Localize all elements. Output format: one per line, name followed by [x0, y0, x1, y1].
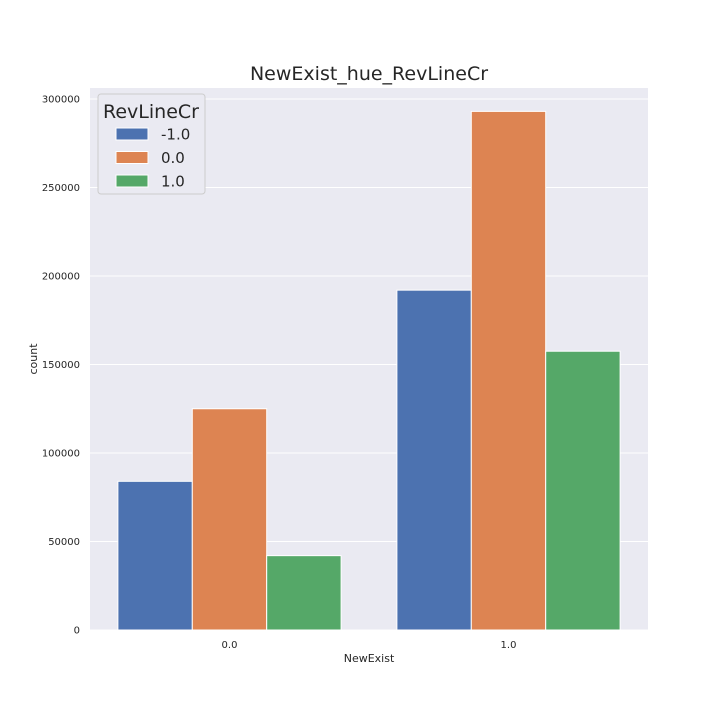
bar: [545, 350, 621, 631]
y-tick-label: 100000: [42, 449, 80, 460]
bar: [117, 480, 193, 631]
y-tick-label: 50000: [48, 537, 80, 548]
legend-swatch: [115, 151, 149, 164]
y-tick-label: 150000: [42, 360, 80, 371]
y-tick-label: 200000: [42, 272, 80, 283]
x-axis-label: NewExist: [344, 652, 395, 665]
bar: [396, 289, 472, 631]
y-axis-label: count: [27, 343, 40, 375]
legend-title: RevLineCr: [103, 101, 199, 123]
y-tick-label: 0: [74, 626, 80, 637]
bar: [191, 408, 268, 631]
legend-label: -1.0: [161, 126, 190, 144]
y-tick-label: 250000: [42, 183, 80, 194]
bar: [266, 555, 342, 631]
x-tick-label: 0.0: [222, 640, 238, 651]
legend: RevLineCr -1.0 0.0 1.0: [97, 93, 206, 195]
legend-swatch: [115, 174, 149, 188]
y-tick-label: 300000: [42, 95, 80, 106]
legend-box: [97, 93, 206, 195]
x-ticks: 0.0 1.0: [222, 640, 517, 651]
bars: [117, 110, 621, 631]
legend-label: 0.0: [161, 149, 185, 167]
legend-swatch: [115, 127, 149, 141]
bar: [470, 110, 547, 631]
y-ticks: 0 50000 100000 150000 200000 250000 300000: [42, 95, 80, 637]
chart-title: NewExist_hue_RevLineCr: [250, 63, 488, 85]
legend-label: 1.0: [161, 173, 185, 191]
x-tick-label: 1.0: [501, 640, 517, 651]
legend-items: -1.0 0.0 1.0: [115, 126, 190, 191]
